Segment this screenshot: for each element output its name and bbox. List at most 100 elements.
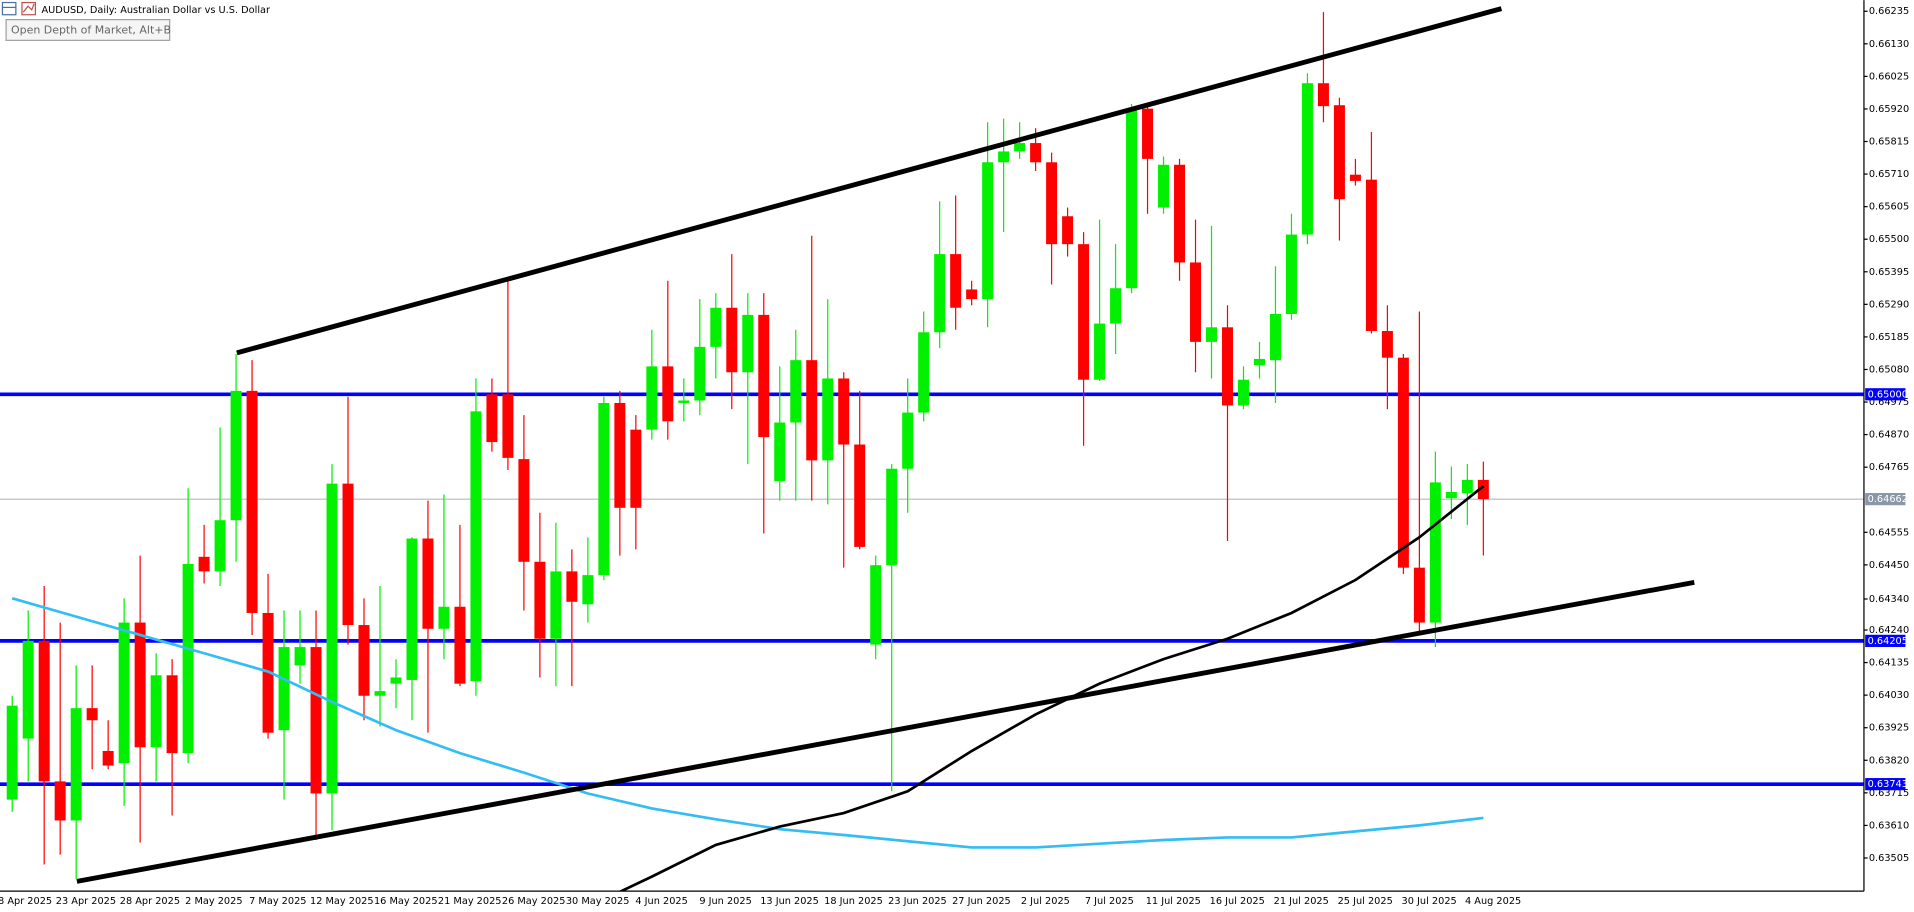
- candle-body: [1030, 143, 1042, 163]
- candle-body: [1301, 83, 1313, 235]
- candle-body: [742, 314, 754, 373]
- candle-body: [38, 640, 50, 782]
- y-tick-label: 0.65605: [1869, 202, 1909, 213]
- x-tick-label: 4 Jun 2025: [635, 896, 687, 907]
- y-tick-label: 0.65710: [1869, 169, 1909, 180]
- candle-body: [726, 307, 738, 373]
- x-tick-label: 30 May 2025: [566, 896, 630, 907]
- candle-body: [646, 366, 658, 430]
- candle-body: [1222, 327, 1233, 406]
- candle-body: [870, 565, 882, 645]
- candle-body: [246, 390, 258, 613]
- y-tick-label: 0.64030: [1869, 690, 1909, 701]
- candle-body: [1094, 323, 1106, 380]
- x-tick-label: 21 May 2025: [438, 896, 502, 907]
- candle-body: [214, 520, 226, 572]
- candle-body: [902, 412, 914, 469]
- candle-body: [630, 429, 642, 508]
- y-tick-label: 0.64765: [1869, 462, 1909, 473]
- level-line-label: 0.63743: [1868, 779, 1908, 790]
- candle-body: [342, 483, 354, 626]
- candle-body: [374, 691, 386, 696]
- x-tick-label: 30 Jul 2025: [1402, 896, 1457, 907]
- candle-body: [518, 459, 530, 562]
- x-tick-label: 16 Jul 2025: [1210, 896, 1265, 907]
- candle-body: [1014, 143, 1026, 152]
- y-tick-label: 0.64135: [1869, 658, 1909, 669]
- candle-body: [1429, 482, 1441, 623]
- candle-body: [934, 254, 946, 333]
- x-tick-label: 7 May 2025: [249, 896, 306, 907]
- candle-body: [1349, 174, 1361, 181]
- y-tick-label: 0.63715: [1869, 788, 1909, 799]
- candle-body: [310, 647, 322, 794]
- level-line-label-box: [1865, 778, 1906, 791]
- level-line-label-box: [1865, 634, 1906, 647]
- candle-body: [566, 571, 578, 602]
- candle-body: [694, 346, 706, 401]
- candle-body: [1142, 108, 1154, 159]
- y-tick-label: 0.64975: [1869, 397, 1909, 408]
- y-tick-label: 0.64870: [1869, 430, 1909, 441]
- y-tick-label: 0.64555: [1869, 527, 1909, 538]
- candle-body: [1445, 491, 1457, 499]
- candle-body: [1461, 479, 1473, 494]
- last-price-line-label: 0.64662: [1868, 494, 1908, 505]
- candle-body: [998, 151, 1010, 163]
- candle-body: [1062, 216, 1074, 245]
- trendline[interactable]: [236, 6, 1503, 356]
- x-tick-label: 7 Jul 2025: [1085, 896, 1134, 907]
- candle-body: [358, 625, 370, 696]
- x-tick-label: 11 Jul 2025: [1146, 896, 1201, 907]
- indicator-line: [11, 597, 1484, 849]
- y-tick-label: 0.65500: [1869, 234, 1909, 245]
- y-tick-label: 0.64340: [1869, 594, 1909, 605]
- candle-body: [1397, 357, 1409, 568]
- candle-body: [150, 675, 162, 748]
- toolbar-icons: [1, 1, 37, 16]
- x-tick-label: 23 Apr 2025: [56, 896, 116, 907]
- candle-body: [1110, 288, 1122, 324]
- candle-body: [294, 647, 306, 666]
- y-tick-label: 0.63505: [1869, 853, 1909, 864]
- x-tick-label: 2 Jul 2025: [1021, 896, 1070, 907]
- candle-body: [102, 750, 114, 766]
- candle-body: [134, 622, 146, 748]
- candle-body: [438, 606, 450, 629]
- trendline[interactable]: [76, 579, 1695, 884]
- candle-body: [550, 571, 562, 639]
- candle-body: [854, 444, 866, 547]
- candle-body: [790, 360, 802, 423]
- candle-body: [1190, 262, 1202, 342]
- y-tick-label: 0.64450: [1869, 560, 1909, 571]
- candle-body: [582, 575, 594, 605]
- candle-body: [838, 378, 850, 445]
- y-tick-label: 0.66235: [1869, 6, 1909, 17]
- y-tick-label: 0.64240: [1869, 625, 1909, 636]
- y-tick-label: 0.65815: [1869, 137, 1909, 148]
- icon[interactable]: [21, 1, 37, 16]
- icon[interactable]: [1, 1, 17, 16]
- candle-body: [1269, 313, 1281, 361]
- candle-body: [1237, 379, 1249, 406]
- candle-body: [70, 708, 82, 821]
- x-tick-label: 27 Jun 2025: [952, 896, 1011, 907]
- y-tick-label: 0.65920: [1869, 104, 1909, 115]
- x-tick-label: 16 May 2025: [374, 896, 438, 907]
- candle-body: [326, 483, 338, 794]
- candle-body: [406, 538, 418, 680]
- x-tick-label: 26 May 2025: [502, 896, 566, 907]
- y-tick-label: 0.63820: [1869, 755, 1909, 766]
- candle-body: [678, 400, 690, 403]
- candle-body: [22, 640, 34, 739]
- y-tick-label: 0.65080: [1869, 364, 1909, 375]
- candle-body: [982, 162, 994, 300]
- candle-body: [758, 314, 770, 438]
- candle-body: [806, 360, 818, 461]
- candle-body: [774, 422, 786, 482]
- y-tick-label: 0.66025: [1869, 71, 1909, 82]
- candle-body: [454, 606, 466, 684]
- chart-title: AUDUSD, Daily: Australian Dollar vs U.S.…: [42, 5, 272, 16]
